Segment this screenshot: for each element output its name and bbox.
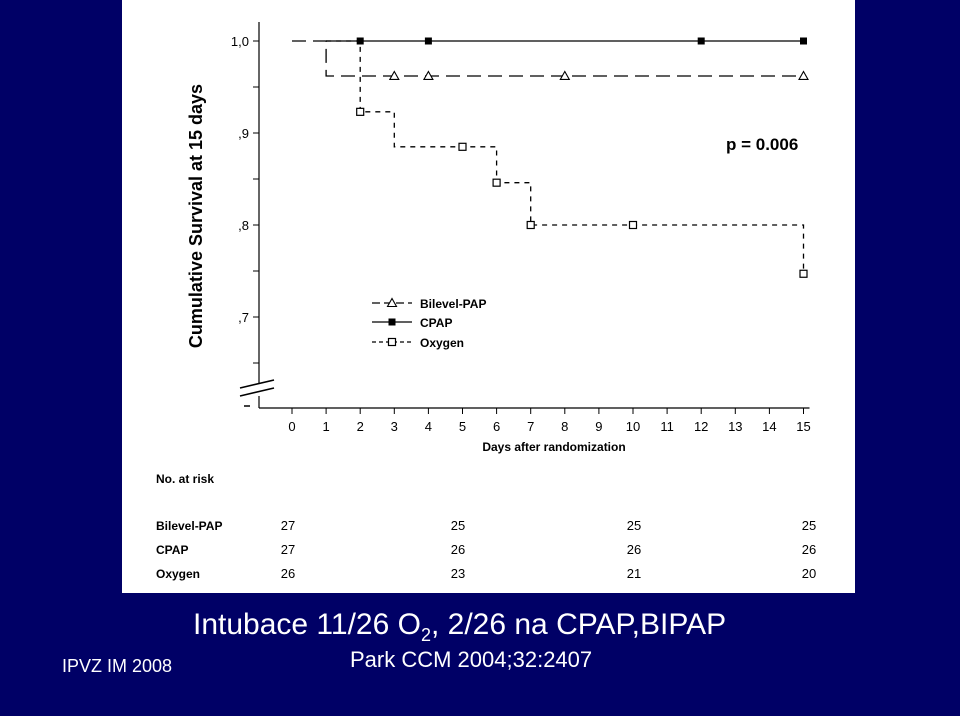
- risk-table-cell: 20: [802, 566, 816, 581]
- slide-citation: Park CCM 2004;32:2407: [350, 647, 593, 672]
- x-tick-label: 12: [694, 419, 708, 434]
- y-tick-label: 1,0: [231, 34, 249, 49]
- risk-table-cell: 25: [451, 518, 465, 533]
- risk-table-cell: 26: [451, 542, 465, 557]
- legend-marker: [386, 297, 398, 308]
- x-tick-label: 1: [322, 419, 329, 434]
- data-point-bilevel-pap: [798, 70, 809, 81]
- series-line-bilevel-pap: [292, 40, 804, 77]
- data-point-cpap: [800, 37, 807, 45]
- y-tick-label: ,9: [238, 126, 249, 141]
- legend-marker: [388, 318, 396, 326]
- x-tick-label: 4: [425, 419, 432, 434]
- data-point-oxygen: [799, 269, 808, 278]
- y-axis-label: Cumulative Survival at 15 days: [186, 84, 206, 348]
- x-tick-label: 14: [762, 419, 776, 434]
- data-point-oxygen: [458, 142, 467, 151]
- x-tick-label: 11: [660, 419, 674, 434]
- data-point-cpap: [424, 37, 432, 45]
- risk-table-row-label: Oxygen: [156, 567, 200, 581]
- slide-title-main: Intubace 11/26 O: [193, 608, 421, 641]
- risk-table-cell: 26: [802, 542, 816, 557]
- data-point-oxygen: [356, 107, 365, 116]
- survival-figure: 1,0,9,8,7 0 1 2 3 4 5 6 7 8 9 10 11 12 13 14 15 Days afte…: [122, 0, 855, 593]
- slide-title: Intubace 11/26 O2, 2/26 na CPAP,BIPAP: [193, 608, 726, 646]
- axis-break-mark: [239, 387, 275, 397]
- legend-marker: [387, 337, 397, 347]
- risk-table-cell: 27: [281, 542, 295, 557]
- x-tick-label: 0: [288, 419, 295, 434]
- slide-title-rest: , 2/26 na CPAP,BIPAP: [430, 608, 727, 641]
- data-point-bilevel-pap: [388, 70, 400, 81]
- p-value-annotation: p = 0.006: [726, 135, 798, 154]
- risk-table-row-label: CPAP: [156, 543, 188, 557]
- x-tick-label: 13: [728, 419, 742, 434]
- x-tick-label: 3: [391, 419, 398, 434]
- risk-table-cell: 25: [627, 518, 641, 533]
- risk-table-cell: 25: [802, 518, 816, 533]
- y-tick-label: ,8: [238, 218, 249, 233]
- risk-table-cell: 26: [627, 542, 641, 557]
- x-tick-label: 2: [357, 419, 364, 434]
- data-point-oxygen: [492, 178, 501, 187]
- data-point-bilevel-pap: [422, 70, 434, 81]
- x-tick-label: 7: [527, 419, 534, 434]
- risk-table-title: No. at risk: [156, 472, 214, 486]
- y-tick-label: ,7: [238, 310, 249, 325]
- risk-table-row-label: Bilevel-PAP: [156, 519, 222, 533]
- data-point-bilevel-pap: [559, 70, 571, 81]
- series-line-oxygen: [326, 40, 805, 274]
- x-tick-label: 8: [561, 419, 568, 434]
- x-tick-label: 9: [595, 419, 602, 434]
- legend-label: Oxygen: [420, 336, 464, 350]
- legend-label: CPAP: [420, 316, 452, 330]
- data-point-cpap: [697, 37, 705, 45]
- data-point-oxygen: [628, 220, 638, 230]
- axis-break-mark: [239, 379, 275, 389]
- x-tick-label: 10: [626, 419, 640, 434]
- x-axis-label: Days after randomization: [482, 440, 625, 454]
- slide-title-subscript: 2: [420, 625, 431, 645]
- x-tick-label: 6: [493, 419, 500, 434]
- slide-footer: IPVZ IM 2008: [62, 656, 173, 676]
- x-tick-label: 15: [796, 419, 810, 434]
- risk-table-cell: 27: [281, 518, 295, 533]
- legend-label: Bilevel-PAP: [420, 297, 486, 311]
- data-point-oxygen: [526, 220, 535, 230]
- risk-table-cell: 26: [281, 566, 295, 581]
- risk-table-cell: 21: [627, 566, 641, 581]
- x-tick-label: 5: [459, 419, 466, 434]
- risk-table-cell: 23: [451, 566, 465, 581]
